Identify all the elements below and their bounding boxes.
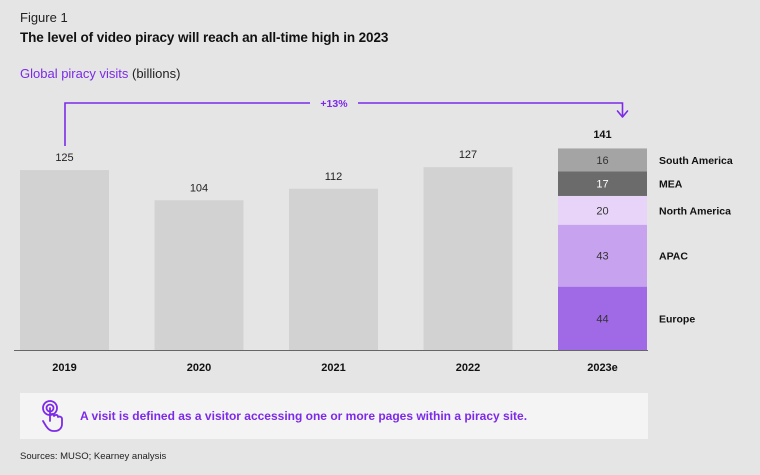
note-box: A visit is defined as a visitor accessin… [20,393,648,439]
stack-legend-label-south-america: South America [659,155,733,167]
x-tick-label-2023e: 2023e [587,362,618,374]
stack-legend-label-apac: APAC [659,251,688,263]
x-tick-label-2019: 2019 [52,362,76,374]
stack-legend-label-europe: Europe [659,313,695,325]
bar-total-label-2023e: 141 [593,129,611,141]
chart-title: The level of video piracy will reach an … [20,30,389,45]
bar-value-label-2022: 127 [459,149,477,161]
figure-label: Figure 1 [20,10,68,25]
bar-value-label-2020: 104 [190,182,208,194]
growth-arrow-left-segment [64,102,310,146]
subtitle-unit: (billions) [132,66,181,81]
stack-segment-apac [558,224,647,287]
subtitle-main: Global piracy visits [20,66,129,81]
stack-segment-north-america [558,195,647,225]
stack-value-label-south-america: 16 [596,155,608,167]
growth-arrow-head [616,110,629,118]
bar-value-label-2019: 125 [55,152,73,164]
x-tick-label-2020: 2020 [187,362,211,374]
stack-segment-europe [558,286,647,350]
bar-value-label-2021: 112 [325,171,343,183]
stack-segment-mea [558,171,647,196]
stack-legend-label-mea: MEA [659,179,683,191]
bar-2021 [289,188,378,350]
stack-value-label-mea: 17 [596,179,608,191]
x-tick-label-2021: 2021 [321,362,345,374]
bar-2022 [423,167,513,350]
bar-2019 [20,170,109,350]
tap-hand-icon [42,400,63,432]
growth-annotation-label: +13% [320,98,348,110]
note-text: A visit is defined as a visitor accessin… [80,409,528,423]
stack-value-label-north-america: 20 [596,205,608,217]
chart-subtitle: Global piracy visits (billions) [20,66,180,81]
stack-segment-south-america [558,148,647,172]
growth-arrow-right-segment [358,102,624,116]
stack-value-label-apac: 43 [596,251,608,263]
source-text: Sources: MUSO; Kearney analysis [20,451,167,462]
stack-legend-label-north-america: North America [659,205,731,217]
x-tick-label-2022: 2022 [456,362,480,374]
bar-chart: 125 2019 104 2020 112 2021 127 2022 44 Europe 43 AP… [14,98,733,374]
bar-2020 [154,200,244,350]
stack-value-label-europe: 44 [596,313,608,325]
